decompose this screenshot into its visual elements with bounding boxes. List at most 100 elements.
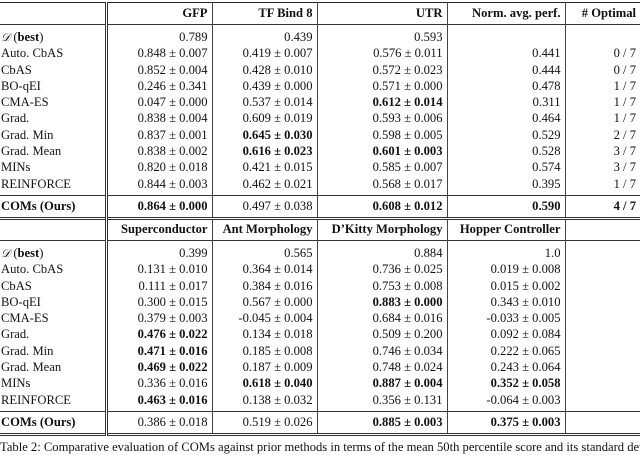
score-cell: 0.419 ± 0.007 <box>212 45 318 62</box>
score-cell: 0.789 <box>106 24 213 46</box>
score-cell: -0.064 ± 0.003 <box>447 391 566 412</box>
method-label-part: CMA-ES <box>1 95 49 110</box>
score-cell: 0.187 ± 0.009 <box>212 359 318 376</box>
score-cell: 0.375 ± 0.003 <box>447 411 566 435</box>
table-row: Auto. CbAS 0.131 ± 0.010 0.364 ± 0.014 0.73… <box>0 261 640 278</box>
method-label: Grad. Mean <box>0 143 108 160</box>
score-cell: 0.645 ± 0.030 <box>212 126 318 144</box>
ours-row: COMs (Ours) 0.386 ± 0.018 0.519 ± 0.026 0.8… <box>0 411 640 435</box>
score-cell: 0.509 ± 0.200 <box>317 326 448 343</box>
method-label-part: CbAS <box>1 62 32 77</box>
method-label-part: REINFORCE <box>1 392 71 407</box>
score-cell <box>565 411 640 434</box>
score-cell <box>565 278 640 294</box>
score-cell: 0.343 ± 0.010 <box>447 293 566 311</box>
score-cell: 0.300 ± 0.015 <box>106 293 213 311</box>
table-row: Grad. Min 0.471 ± 0.016 0.185 ± 0.008 0.746… <box>0 342 640 360</box>
score-cell: 0.047 ± 0.000 <box>106 94 213 111</box>
score-cell <box>565 25 640 46</box>
score-cell: 0.519 ± 0.026 <box>212 411 318 435</box>
score-cell: 0.838 ± 0.002 <box>106 143 213 160</box>
method-label-part: Grad. <box>1 327 30 342</box>
score-cell: 0.748 ± 0.024 <box>317 359 448 376</box>
column-header <box>0 2 108 25</box>
score-cell: 0.852 ± 0.004 <box>106 61 213 78</box>
method-label-part: Auto. CbAS <box>1 46 64 61</box>
results-table-1: GFP TF Bind 8 UTR Norm. avg. perf. # Optimal… <box>0 2 640 220</box>
score-cell <box>565 294 640 310</box>
score-cell: 0.598 ± 0.005 <box>317 126 448 144</box>
score-cell: 1 / 7 <box>613 95 636 110</box>
header-row: Superconductor Ant Morphology D’Kitty Morp… <box>0 219 640 241</box>
score-cell: 0.462 ± 0.021 <box>212 175 318 196</box>
score-cell: 0.601 ± 0.003 <box>317 143 448 160</box>
table-row: CMA-ES 0.379 ± 0.003 -0.045 ± 0.004 0.684 ±… <box>0 310 640 327</box>
method-label-part: best <box>17 246 40 260</box>
score-cell: 0.364 ± 0.014 <box>212 261 318 278</box>
column-header: TF Bind 8 <box>212 2 318 25</box>
score-cell: 0.439 <box>212 24 318 46</box>
table-row: BO-qEI 0.246 ± 0.341 0.439 ± 0.000 0.571 ± … <box>0 77 640 95</box>
score-cell: 0.885 ± 0.003 <box>317 411 448 435</box>
table-row: 𝒟 (best) 0.789 0.439 0.593 <box>0 24 640 46</box>
score-cell: 0.565 <box>212 240 318 262</box>
score-cell: 0.138 ± 0.032 <box>212 391 318 412</box>
table-row: MINs 0.820 ± 0.018 0.421 ± 0.015 0.585 ± 0.… <box>0 159 640 176</box>
method-label: CbAS <box>0 61 108 78</box>
method-label-part: REINFORCE <box>1 176 71 191</box>
method-label: Grad. Min <box>0 126 108 144</box>
score-cell: 0.246 ± 0.341 <box>106 77 213 95</box>
score-cell: 0.568 ± 0.017 <box>317 175 448 196</box>
method-label-part: Grad. Mean <box>1 144 62 159</box>
score-cell: 0.441 <box>447 45 566 62</box>
method-label-part: Grad. Mean <box>1 360 62 375</box>
score-cell: 0.421 ± 0.015 <box>212 159 318 176</box>
score-cell: 2 / 7 <box>613 127 636 142</box>
score-cell: 0.736 ± 0.025 <box>317 261 448 278</box>
method-label: COMs (Ours) <box>0 411 108 435</box>
score-cell: 0.593 ± 0.006 <box>317 110 448 127</box>
method-label: CMA-ES <box>0 94 108 111</box>
results-table-2: Superconductor Ant Morphology D’Kitty Morp… <box>0 219 640 436</box>
table-row: Grad. 0.838 ± 0.004 0.609 ± 0.019 0.593 ± 0… <box>0 110 640 127</box>
score-cell: 0.571 ± 0.000 <box>317 77 448 95</box>
method-label: 𝒟 (best) <box>0 24 108 46</box>
score-cell: 0.529 <box>447 126 566 144</box>
table-row: BO-qEI 0.300 ± 0.015 0.567 ± 0.000 0.883 ± … <box>0 293 640 311</box>
score-cell <box>565 261 640 277</box>
score-cell: 0.576 ± 0.011 <box>317 45 448 62</box>
column-header <box>565 219 640 241</box>
method-label-part: Grad. Min <box>1 127 54 142</box>
score-cell: 0.386 ± 0.018 <box>106 411 213 435</box>
method-label-part: Auto. CbAS <box>1 262 64 277</box>
method-label: Grad. <box>0 110 108 127</box>
score-cell: 0.395 <box>447 175 566 196</box>
method-label-part: BO-qEI <box>1 294 41 309</box>
method-label: Grad. <box>0 326 108 343</box>
table-row: CbAS 0.852 ± 0.004 0.428 ± 0.010 0.572 ± 0.… <box>0 61 640 78</box>
score-cell: 0.311 <box>447 94 566 111</box>
score-cell: -0.033 ± 0.005 <box>447 310 566 327</box>
score-cell: 3 / 7 <box>613 160 636 175</box>
score-cell: 0.883 ± 0.000 <box>317 293 448 311</box>
score-cell: 0.612 ± 0.014 <box>317 94 448 111</box>
score-cell: 0.574 <box>447 159 566 176</box>
method-label-part: ) <box>39 30 44 44</box>
score-cell: 0.593 <box>317 24 448 46</box>
method-label-part: BO-qEI <box>1 78 41 93</box>
score-cell: 0.537 ± 0.014 <box>212 94 318 111</box>
method-label-part: ( <box>10 246 18 260</box>
score-cell: 0.478 <box>447 77 566 95</box>
column-header: Ant Morphology <box>212 219 318 241</box>
table-row: Grad. Mean 0.469 ± 0.022 0.187 ± 0.009 0.74… <box>0 359 640 376</box>
score-cell: 0.384 ± 0.016 <box>212 277 318 294</box>
table-row: Auto. CbAS 0.848 ± 0.007 0.419 ± 0.007 0.57… <box>0 45 640 62</box>
score-cell: 0.572 ± 0.023 <box>317 61 448 78</box>
score-cell: 0.399 <box>106 240 213 262</box>
table-row: Grad. 0.476 ± 0.022 0.134 ± 0.018 0.509 ± 0… <box>0 326 640 343</box>
score-cell: 0 / 7 <box>613 46 636 61</box>
score-cell: 0.379 ± 0.003 <box>106 310 213 327</box>
score-cell: 0.185 ± 0.008 <box>212 342 318 360</box>
score-cell: 0.497 ± 0.038 <box>212 195 318 219</box>
score-cell: 0.469 ± 0.022 <box>106 359 213 376</box>
